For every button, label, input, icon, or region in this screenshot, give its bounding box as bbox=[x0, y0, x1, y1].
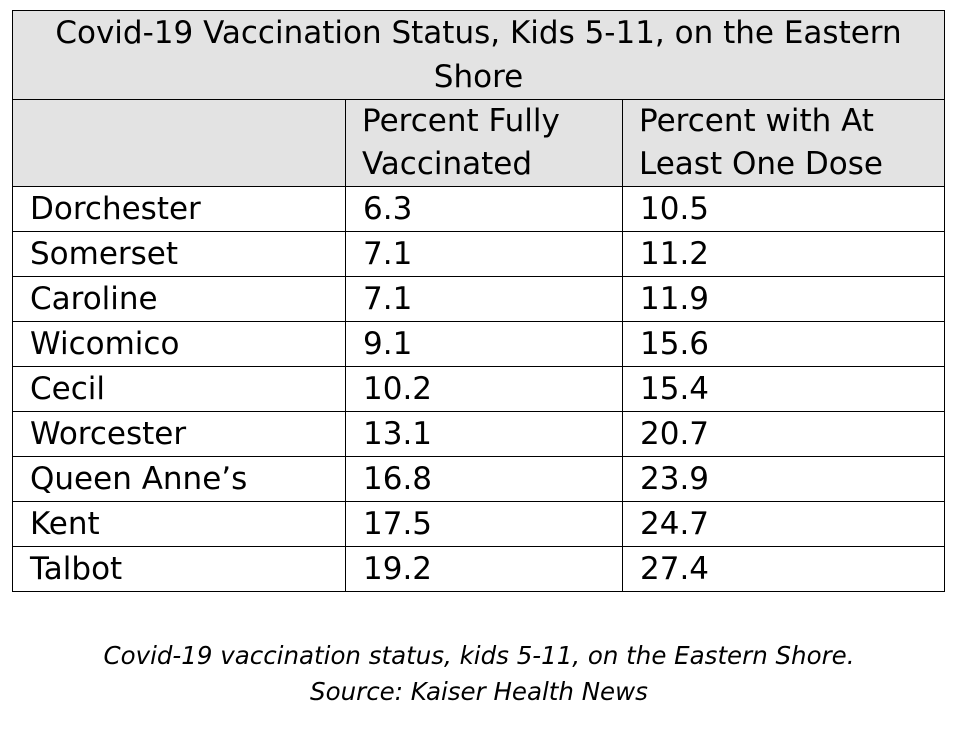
value-cell: 15.4 bbox=[622, 366, 945, 412]
column-header: Percent Fully Vaccinated bbox=[345, 99, 623, 187]
value-cell: 13.1 bbox=[345, 411, 623, 457]
county-cell: Somerset bbox=[12, 231, 346, 277]
header-empty bbox=[12, 99, 346, 187]
table-title: Covid-19 Vaccination Status, Kids 5-11, … bbox=[12, 10, 945, 100]
column-header: Percent with At Least One Dose bbox=[622, 99, 945, 187]
table-row: Wicomico 9.1 15.6 bbox=[12, 321, 945, 367]
county-cell: Kent bbox=[12, 501, 346, 547]
table-row: Caroline 7.1 11.9 bbox=[12, 276, 945, 322]
value-cell: 10.5 bbox=[622, 186, 945, 232]
caption: Covid-19 vaccination status, kids 5-11, … bbox=[0, 638, 958, 710]
county-cell: Queen Anne’s bbox=[12, 456, 346, 502]
county-cell: Dorchester bbox=[12, 186, 346, 232]
value-cell: 27.4 bbox=[622, 546, 945, 592]
value-cell: 24.7 bbox=[622, 501, 945, 547]
value-cell: 7.1 bbox=[345, 231, 623, 277]
county-cell: Talbot bbox=[12, 546, 346, 592]
table-row: Kent 17.5 24.7 bbox=[12, 501, 945, 547]
county-cell: Caroline bbox=[12, 276, 346, 322]
value-cell: 19.2 bbox=[345, 546, 623, 592]
caption-line: Covid-19 vaccination status, kids 5-11, … bbox=[103, 641, 855, 670]
value-cell: 23.9 bbox=[622, 456, 945, 502]
vaccination-table: Covid-19 Vaccination Status, Kids 5-11, … bbox=[12, 10, 945, 592]
table-row: Cecil 10.2 15.4 bbox=[12, 366, 945, 412]
value-cell: 16.8 bbox=[345, 456, 623, 502]
value-cell: 10.2 bbox=[345, 366, 623, 412]
table-row: Queen Anne’s 16.8 23.9 bbox=[12, 456, 945, 502]
caption-line: Source: Kaiser Health News bbox=[310, 677, 648, 706]
value-cell: 15.6 bbox=[622, 321, 945, 367]
table-row: Somerset 7.1 11.2 bbox=[12, 231, 945, 277]
table-row: Dorchester 6.3 10.5 bbox=[12, 186, 945, 232]
county-cell: Worcester bbox=[12, 411, 346, 457]
value-cell: 11.9 bbox=[622, 276, 945, 322]
value-cell: 20.7 bbox=[622, 411, 945, 457]
value-cell: 17.5 bbox=[345, 501, 623, 547]
table-body: Dorchester 6.3 10.5 Somerset 7.1 11.2 Caroline… bbox=[12, 186, 945, 592]
value-cell: 7.1 bbox=[345, 276, 623, 322]
value-cell: 6.3 bbox=[345, 186, 623, 232]
table-row: Talbot 19.2 27.4 bbox=[12, 546, 945, 592]
value-cell: 11.2 bbox=[622, 231, 945, 277]
county-cell: Wicomico bbox=[12, 321, 346, 367]
county-cell: Cecil bbox=[12, 366, 346, 412]
value-cell: 9.1 bbox=[345, 321, 623, 367]
table-row: Worcester 13.1 20.7 bbox=[12, 411, 945, 457]
